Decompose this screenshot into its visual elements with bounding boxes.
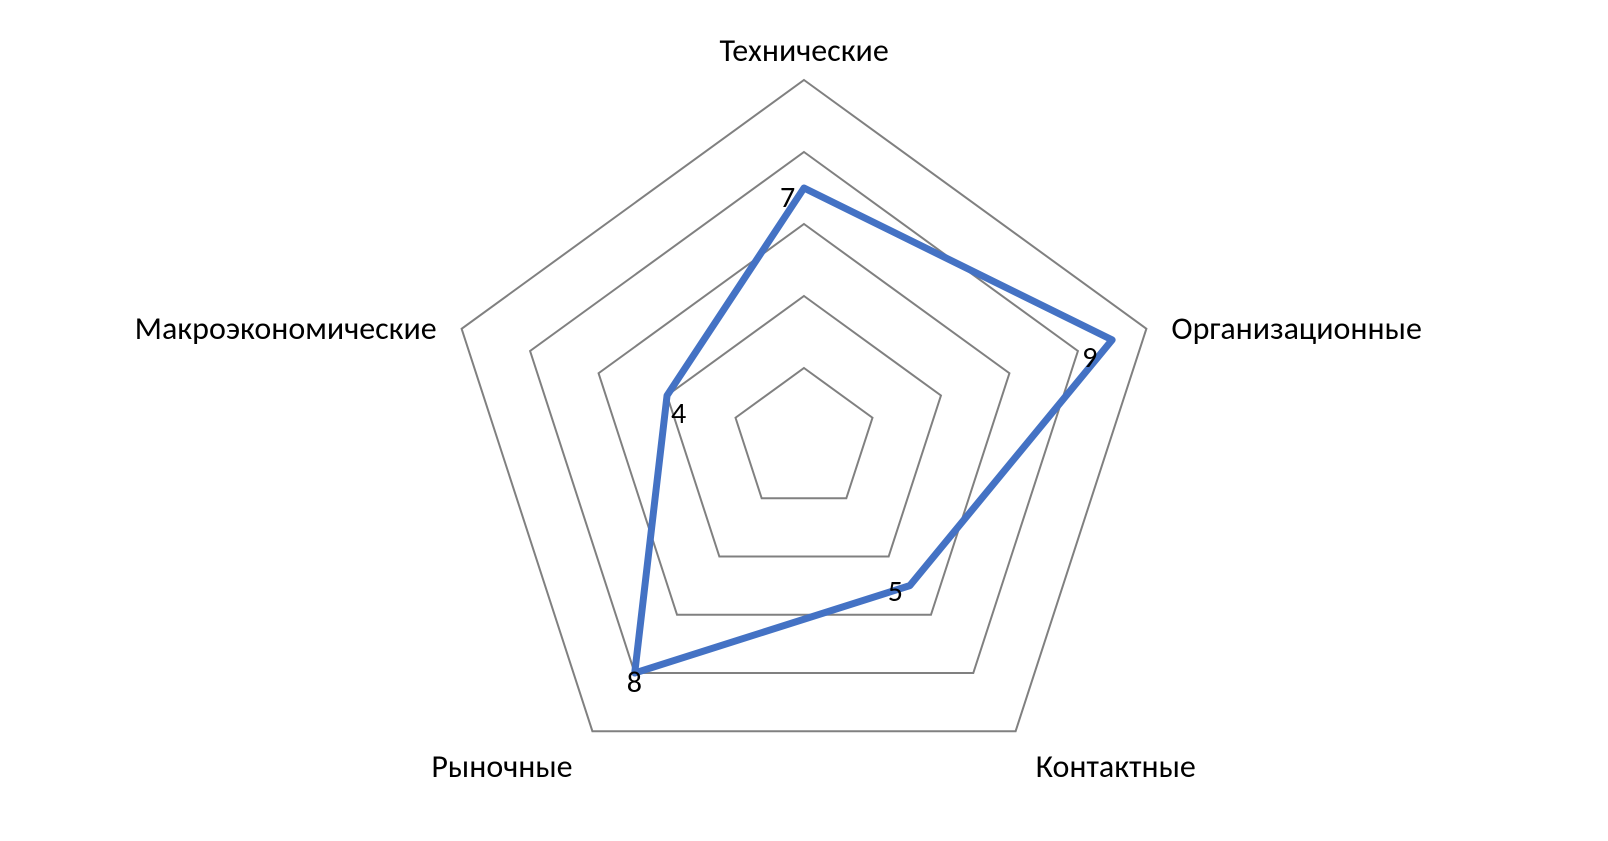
axis-label: Рыночные	[431, 747, 572, 786]
radar-chart: Технические Организационные Контактные Рыно…	[0, 0, 1608, 841]
value-label: 7	[780, 179, 795, 216]
axis-label: Технические	[720, 31, 889, 70]
axis-label: Контактные	[1036, 747, 1196, 786]
axis-label: Организационные	[1171, 309, 1422, 348]
value-label: 8	[627, 664, 642, 701]
axis-label: Макроэкономические	[135, 309, 437, 348]
value-label: 4	[671, 395, 686, 432]
radar-grid-ring	[462, 80, 1147, 731]
radar-grid-ring	[736, 368, 873, 498]
value-label: 9	[1082, 339, 1097, 376]
value-label: 5	[888, 573, 903, 610]
radar-svg	[0, 0, 1608, 841]
radar-series	[635, 188, 1112, 673]
